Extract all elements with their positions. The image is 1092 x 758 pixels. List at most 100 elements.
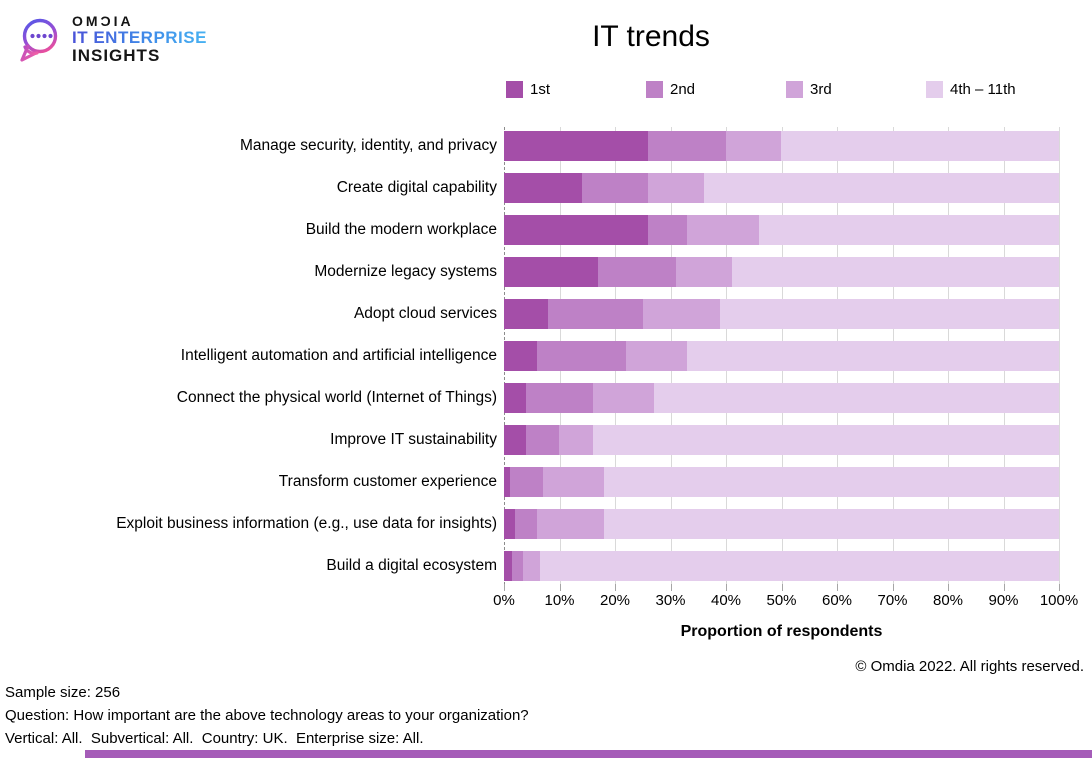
axis-tick-label: 70%: [877, 592, 908, 609]
notes: Sample size: 256 Question: How important…: [5, 681, 529, 750]
legend-swatch-4th-11th: [926, 81, 943, 98]
bar-segment-1st: [504, 131, 649, 161]
category-label: Improve IT sustainability: [330, 431, 497, 448]
bar-segment-4th-11th: [540, 551, 1059, 581]
bar-segment-4th-11th: [687, 341, 1059, 371]
category-label: Manage security, identity, and privacy: [239, 137, 497, 154]
omdia-logo: OMƆIA IT ENTERPRISE INSIGHTS: [12, 14, 207, 68]
bar-segment-1st: [504, 383, 527, 413]
category-label: Modernize legacy systems: [314, 263, 497, 280]
chart-title: IT trends: [592, 20, 710, 53]
category-label: Create digital capability: [336, 179, 497, 196]
bar-segment-3rd: [626, 341, 688, 371]
axis-tick-label: 60%: [821, 592, 853, 609]
bar-track: [504, 173, 1059, 203]
bar-row: Build the modern workplace: [0, 209, 1059, 251]
chart-plot: Manage security, identity, and privacy Cr…: [0, 125, 1059, 587]
bar-segment-4th-11th: [603, 509, 1059, 539]
bar-segment-1st: [504, 467, 510, 497]
category-label: Build the modern workplace: [305, 221, 497, 238]
axis-tick-label: 30%: [655, 592, 686, 609]
legend-label: 4th – 11th: [950, 81, 1016, 98]
legend-swatch-2nd: [646, 81, 663, 98]
logo-it-enterprise: IT ENTERPRISE: [72, 28, 207, 47]
legend-item-1st: 1st: [506, 81, 646, 98]
note-sample-size: Sample size: 256: [5, 684, 121, 701]
bar-segment-2nd: [526, 425, 560, 455]
bar-row: Exploit business information (e.g., use …: [0, 503, 1059, 545]
bottom-accent-bar: [85, 750, 1092, 758]
axis-tick: [615, 584, 616, 591]
axis-tick-label: 80%: [932, 592, 964, 609]
bar-track: [504, 551, 1059, 581]
bar-row: Adopt cloud services: [0, 293, 1059, 335]
bar-row: Transform customer experience: [0, 461, 1059, 503]
bar-row: Connect the physical world (Internet of …: [0, 377, 1059, 419]
bar-segment-2nd: [581, 173, 649, 203]
legend-label: 1st: [530, 81, 551, 98]
bar-segment-2nd: [598, 257, 677, 287]
axis-tick: [948, 584, 949, 591]
axis-tick: [726, 584, 727, 591]
bar-track: [504, 425, 1059, 455]
bar-segment-3rd: [676, 257, 732, 287]
bar-segment-1st: [504, 425, 527, 455]
bar-segment-4th-11th: [592, 425, 1059, 455]
bar-segment-2nd: [512, 551, 524, 581]
bar-segment-3rd: [523, 551, 541, 581]
bar-segment-3rd: [559, 425, 593, 455]
category-label: Transform customer experience: [278, 473, 497, 490]
legend-item-3rd: 3rd: [786, 81, 926, 98]
bar-track: [504, 383, 1059, 413]
legend-label: 3rd: [810, 81, 832, 98]
axis-tick-label: 20%: [599, 592, 631, 609]
bar-segment-2nd: [548, 299, 643, 329]
note-question: Question: How important are the above te…: [5, 707, 529, 724]
bar-row: Create digital capability: [0, 167, 1059, 209]
category-label: Build a digital ecosystem: [326, 557, 497, 574]
logo-wordmark: OMƆIA: [72, 13, 134, 29]
legend-swatch-3rd: [786, 81, 803, 98]
axis-tick: [837, 584, 838, 591]
bar-segment-1st: [504, 551, 513, 581]
copyright-text: © Omdia 2022. All rights reserved.: [855, 658, 1084, 675]
x-axis-ticks: [504, 584, 1060, 591]
bar-row: Modernize legacy systems: [0, 251, 1059, 293]
bar-track: [504, 467, 1059, 497]
bar-row: Improve IT sustainability: [0, 419, 1059, 461]
bar-segment-4th-11th: [703, 173, 1059, 203]
bar-track: [504, 215, 1059, 245]
axis-tick-label: 0%: [493, 592, 515, 609]
bar-segment-4th-11th: [781, 131, 1059, 161]
axis-tick: [781, 584, 783, 591]
category-label: Adopt cloud services: [353, 305, 497, 322]
note-filters: Vertical: All. Subvertical: All. Country…: [5, 730, 424, 747]
bar-segment-1st: [504, 257, 599, 287]
bar-segment-1st: [504, 341, 538, 371]
bar-segment-1st: [504, 173, 582, 203]
bar-track: [504, 341, 1059, 371]
bar-row: Manage security, identity, and privacy: [0, 125, 1059, 167]
speech-bubble-icon: [20, 18, 58, 62]
bar-segment-4th-11th: [759, 215, 1059, 245]
axis-tick: [1059, 584, 1060, 591]
bar-track: [504, 257, 1059, 287]
bar-segment-3rd: [537, 509, 604, 539]
axis-tick-label: 40%: [710, 592, 742, 609]
bar-segment-4th-11th: [720, 299, 1059, 329]
category-label: Exploit business information (e.g., use …: [116, 515, 497, 532]
bar-segment-3rd: [687, 215, 760, 245]
legend-item-2nd: 2nd: [646, 81, 786, 98]
legend-label: 2nd: [670, 81, 696, 98]
bar-segment-2nd: [648, 131, 726, 161]
bar-segment-3rd: [542, 467, 604, 497]
bar-segment-2nd: [515, 509, 538, 539]
bar-segment-1st: [504, 215, 649, 245]
bar-segment-4th-11th: [653, 383, 1059, 413]
category-label: Intelligent automation and artificial in…: [180, 347, 497, 364]
bar-track: [504, 299, 1059, 329]
x-axis-title: Proportion of respondents: [680, 623, 883, 640]
bar-segment-1st: [504, 299, 549, 329]
axis-tick-label: 100%: [1039, 592, 1079, 609]
bar-segment-3rd: [725, 131, 782, 161]
